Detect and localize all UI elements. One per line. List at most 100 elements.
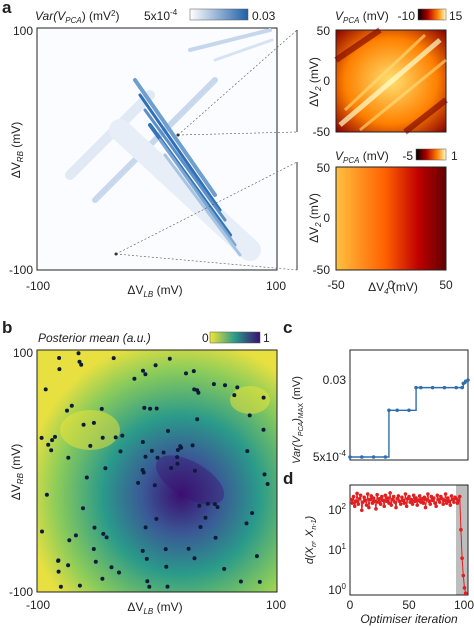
d-y-tick: 101 — [328, 542, 346, 557]
b-sample-point — [254, 554, 259, 559]
d-data-point — [441, 502, 446, 506]
inset-bot-y-label: ΔV2 (mV) — [307, 193, 323, 243]
b-sample-point — [192, 468, 197, 473]
inset-bot-colorbar — [415, 148, 447, 161]
b-sample-point — [65, 408, 69, 413]
b-sample-point — [147, 584, 152, 589]
b-sample-point — [40, 529, 44, 534]
b-sample-point — [166, 429, 170, 433]
d-data-point — [372, 499, 377, 504]
inset-bot-x-tick: 0 — [388, 278, 395, 292]
a-y-label: ΔVRB (mV) — [9, 122, 25, 178]
b-sample-point — [39, 435, 44, 440]
b-cb-max: 1 — [263, 331, 270, 345]
d-data-point — [388, 491, 392, 495]
b-sample-point — [136, 480, 141, 485]
d-data-point — [380, 494, 384, 499]
b-y-tick: -100 — [9, 585, 33, 599]
b-y-label: ΔVRB (mV) — [9, 444, 25, 500]
panel-b: Posterior mean (a.u.) 0 1 100 -100 -100 … — [9, 331, 286, 616]
b-sample-point — [140, 468, 145, 472]
d-data-point — [351, 494, 356, 499]
b-sample-point — [46, 442, 51, 447]
inset-bot-y-tick: 50 — [317, 161, 331, 175]
d-data-point — [377, 496, 382, 501]
b-sample-point — [247, 413, 252, 418]
d-data-point — [463, 591, 468, 596]
b-sample-point — [153, 363, 158, 368]
inset-bot-cb-title: VPCA (mV) — [335, 149, 389, 165]
d-data-point — [401, 498, 405, 503]
b-sample-point — [84, 475, 89, 480]
inset-bot-map — [335, 166, 447, 271]
panel-a-main: Var(VPCA) (mV2) 5x10-4 0.03 100 -100 — [9, 8, 298, 299]
b-sample-point — [154, 406, 159, 411]
b-sample-point — [100, 435, 105, 440]
colorbar-a-max: 0.03 — [252, 9, 276, 23]
b-sample-point — [91, 420, 96, 425]
b-sample-point — [144, 556, 149, 561]
b-sample-point — [205, 501, 210, 506]
b-sample-point — [261, 395, 266, 400]
b-colorbar — [209, 331, 261, 344]
d-data-point — [461, 573, 466, 578]
b-sample-point — [101, 531, 106, 536]
b-sample-point — [238, 579, 243, 584]
d-data-point — [427, 499, 431, 504]
b-sample-point — [88, 443, 93, 448]
inset-bot-x-tick: -50 — [327, 278, 345, 292]
d-data-point — [395, 496, 400, 501]
d-data-point — [397, 499, 402, 504]
inset-bot-y-tick: 0 — [323, 211, 330, 225]
panel-label-b: b — [2, 318, 12, 337]
b-sample-point — [142, 405, 147, 410]
c-data-point — [466, 378, 470, 382]
d-data-point — [402, 501, 407, 505]
b-sample-point — [118, 449, 123, 454]
b-sample-point — [66, 563, 71, 568]
c-data-point — [360, 455, 364, 459]
b-sample-point — [50, 438, 55, 443]
d-data-point — [394, 505, 398, 510]
b-sample-point — [196, 390, 201, 395]
d-data-point — [455, 501, 460, 505]
panel-label-c: c — [283, 318, 292, 337]
b-sample-points — [39, 351, 270, 589]
d-data-point — [378, 502, 383, 506]
d-data-point — [414, 496, 418, 500]
d-data-point — [365, 492, 370, 496]
b-sample-point — [192, 387, 197, 392]
b-sample-point — [73, 533, 78, 538]
d-data-point — [383, 493, 388, 498]
b-sample-point — [212, 502, 217, 507]
inset-top-y-label: ΔV2 (mV) — [307, 57, 323, 107]
c-data-point — [407, 408, 411, 413]
b-sample-point — [66, 455, 71, 460]
d-data-point — [411, 493, 416, 498]
d-data-point — [374, 507, 378, 511]
b-sample-point — [109, 565, 114, 570]
b-cb-min: 0 — [202, 331, 209, 345]
d-data-point — [435, 493, 440, 498]
b-sample-point — [203, 515, 208, 520]
b-sample-point — [81, 422, 86, 427]
a-y-tick: -100 — [9, 263, 33, 277]
panel-label-a: a — [2, 0, 12, 17]
b-sample-point — [190, 443, 195, 448]
b-sample-point — [67, 538, 72, 543]
panel-c: 0.03 5x10-4 Var(VPCA)MAX (mV) — [291, 349, 470, 464]
b-sample-point — [111, 356, 116, 361]
inset-bot-y-tick: -50 — [313, 263, 331, 277]
d-data-point — [417, 494, 422, 498]
d-shaded-region — [456, 485, 468, 595]
b-sample-point — [154, 516, 159, 521]
c-y-tick: 0.03 — [323, 373, 347, 387]
b-sample-point — [103, 466, 108, 471]
b-sample-point — [244, 521, 249, 526]
inset-top-y-tick: -50 — [313, 125, 331, 139]
inset-bot-cb-min: -5 — [402, 149, 413, 163]
d-data-point — [387, 501, 391, 505]
colorbar-a-min: 5x10-4 — [144, 8, 178, 23]
b-sample-point — [81, 506, 85, 511]
